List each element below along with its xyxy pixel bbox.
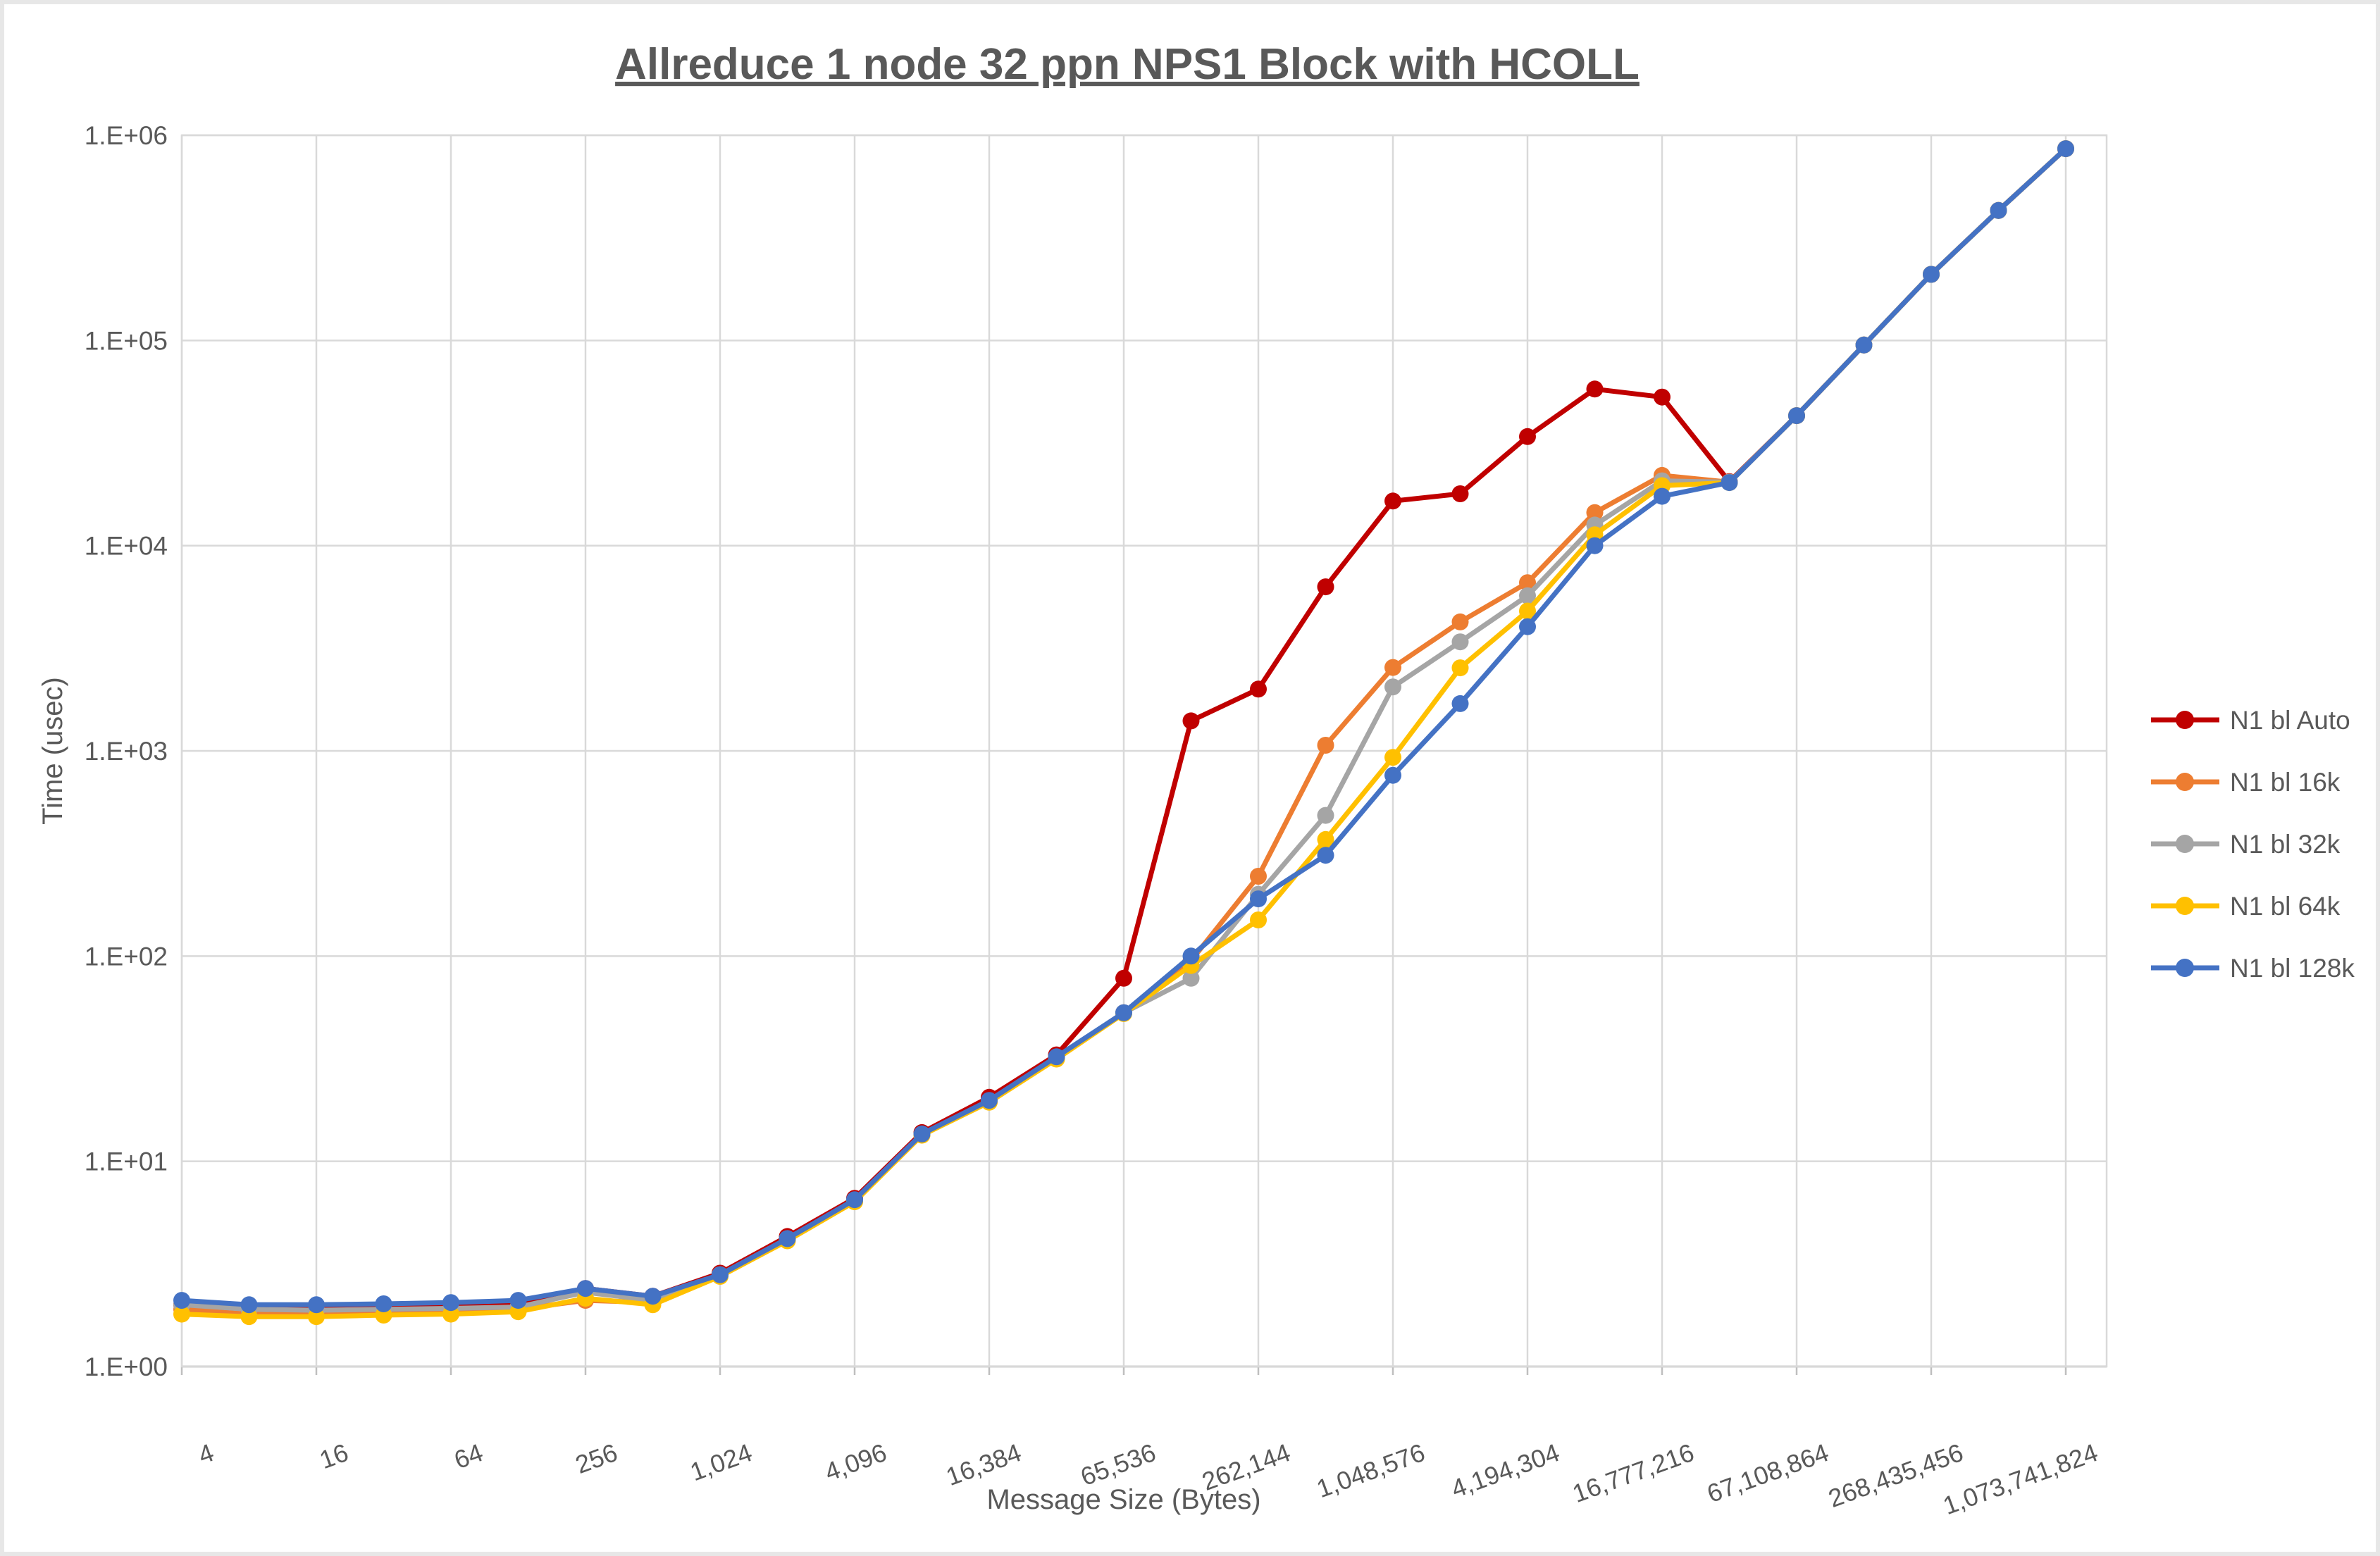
data-point-N1-bl-16k <box>1451 613 1469 630</box>
y-tick-label: 1.E+03 <box>85 737 168 766</box>
x-axis-title: Message Size (Bytes) <box>986 1484 1260 1515</box>
data-point-N1-bl-128k <box>712 1266 729 1283</box>
data-point-N1-bl-16k <box>1519 574 1536 592</box>
legend-item-N1-bl-128k: N1 bl 128k <box>2151 954 2355 983</box>
legend-item-N1-bl-64k: N1 bl 64k <box>2151 892 2341 921</box>
data-point-N1-bl-64k <box>1519 602 1536 620</box>
data-point-N1-bl-64k <box>1250 911 1267 928</box>
data-point-N1-bl-128k <box>308 1296 325 1314</box>
data-point-N1-bl-128k <box>1990 201 2007 219</box>
data-point-N1-bl-128k <box>173 1292 190 1309</box>
data-point-N1-bl-64k <box>1317 830 1334 848</box>
data-point-N1-bl-128k <box>1048 1048 1065 1066</box>
data-point-N1-bl-128k <box>1115 1004 1132 1021</box>
data-point-N1-bl-64k <box>442 1305 459 1323</box>
data-point-N1-bl-128k <box>375 1295 392 1312</box>
plot-area-border <box>180 134 2108 1368</box>
data-point-N1-bl-32k <box>1519 587 1536 604</box>
data-point-N1-bl-128k <box>1250 890 1267 908</box>
y-tick-label: 1.E+02 <box>85 942 168 971</box>
legend-marker-dot <box>2176 897 2194 915</box>
data-point-N1-bl-128k <box>1923 266 1940 283</box>
y-axis-title: Time (usec) <box>37 677 68 825</box>
y-tick-label: 1.E+00 <box>85 1352 168 1381</box>
data-point-N1-bl-64k <box>240 1308 258 1326</box>
y-tick-label: 1.E+05 <box>85 326 168 355</box>
legend-label: N1 bl 16k <box>2230 768 2341 797</box>
legend-marker-dot <box>2176 835 2194 853</box>
data-point-N1-bl-128k <box>779 1230 796 1247</box>
data-point-N1-bl-16k <box>1384 659 1401 676</box>
data-point-N1-bl-Auto <box>1250 680 1267 698</box>
data-point-N1-bl-Auto <box>1317 578 1334 596</box>
y-tick-label: 1.E+04 <box>85 532 168 561</box>
data-point-N1-bl-128k <box>1317 847 1334 864</box>
data-point-N1-bl-32k <box>1451 633 1469 651</box>
data-point-N1-bl-16k <box>1250 868 1267 885</box>
data-point-N1-bl-64k <box>308 1308 325 1326</box>
legend-label: N1 bl 64k <box>2230 892 2341 921</box>
data-point-N1-bl-Auto <box>1586 380 1604 398</box>
legend-item-N1-bl-16k: N1 bl 16k <box>2151 768 2341 797</box>
legend-marker-dot <box>2176 711 2194 729</box>
y-tick-label: 1.E+06 <box>85 121 168 150</box>
data-point-N1-bl-128k <box>1384 766 1401 784</box>
data-point-N1-bl-Auto <box>1115 969 1132 987</box>
data-point-N1-bl-128k <box>509 1292 527 1309</box>
data-point-N1-bl-128k <box>846 1191 863 1209</box>
data-point-N1-bl-Auto <box>1384 492 1401 510</box>
data-point-N1-bl-128k <box>1519 618 1536 635</box>
legend-label: N1 bl 32k <box>2230 830 2341 859</box>
legend-item-N1-bl-32k: N1 bl 32k <box>2151 830 2341 859</box>
legend-label: N1 bl Auto <box>2230 706 2350 735</box>
data-point-N1-bl-64k <box>173 1305 190 1323</box>
data-point-N1-bl-128k <box>1721 474 1738 492</box>
data-point-N1-bl-128k <box>1586 537 1604 554</box>
data-point-N1-bl-128k <box>644 1288 662 1305</box>
data-point-N1-bl-32k <box>1384 678 1401 696</box>
data-point-N1-bl-128k <box>1654 487 1671 505</box>
data-point-N1-bl-128k <box>577 1280 594 1297</box>
chart-title: Allreduce 1 node 32 ppn NPS1 Block with … <box>615 40 1640 89</box>
data-point-N1-bl-Auto <box>1182 712 1200 730</box>
data-point-N1-bl-Auto <box>1519 428 1536 445</box>
data-point-N1-bl-128k <box>1451 695 1469 712</box>
legend-marker-dot <box>2176 959 2194 977</box>
data-point-N1-bl-64k <box>1384 749 1401 766</box>
data-point-N1-bl-128k <box>981 1092 998 1109</box>
y-tick-label: 1.E+01 <box>85 1147 168 1176</box>
legend-label: N1 bl 128k <box>2230 954 2355 983</box>
data-point-N1-bl-128k <box>1855 336 1873 354</box>
data-point-N1-bl-128k <box>913 1125 931 1143</box>
data-point-N1-bl-32k <box>1317 807 1334 824</box>
legend-item-N1-bl-Auto: N1 bl Auto <box>2151 706 2350 735</box>
data-point-N1-bl-16k <box>1586 504 1604 521</box>
data-point-N1-bl-32k <box>1182 969 1200 987</box>
data-point-N1-bl-128k <box>442 1294 459 1312</box>
data-point-N1-bl-128k <box>2057 140 2074 158</box>
data-point-N1-bl-128k <box>240 1296 258 1314</box>
legend-marker-dot <box>2176 773 2194 791</box>
data-point-N1-bl-128k <box>1788 407 1805 425</box>
data-point-N1-bl-Auto <box>1451 485 1469 502</box>
data-point-N1-bl-64k <box>1451 659 1469 677</box>
data-point-N1-bl-128k <box>1182 947 1200 965</box>
data-point-N1-bl-Auto <box>1654 388 1671 406</box>
data-point-N1-bl-16k <box>1317 737 1334 754</box>
